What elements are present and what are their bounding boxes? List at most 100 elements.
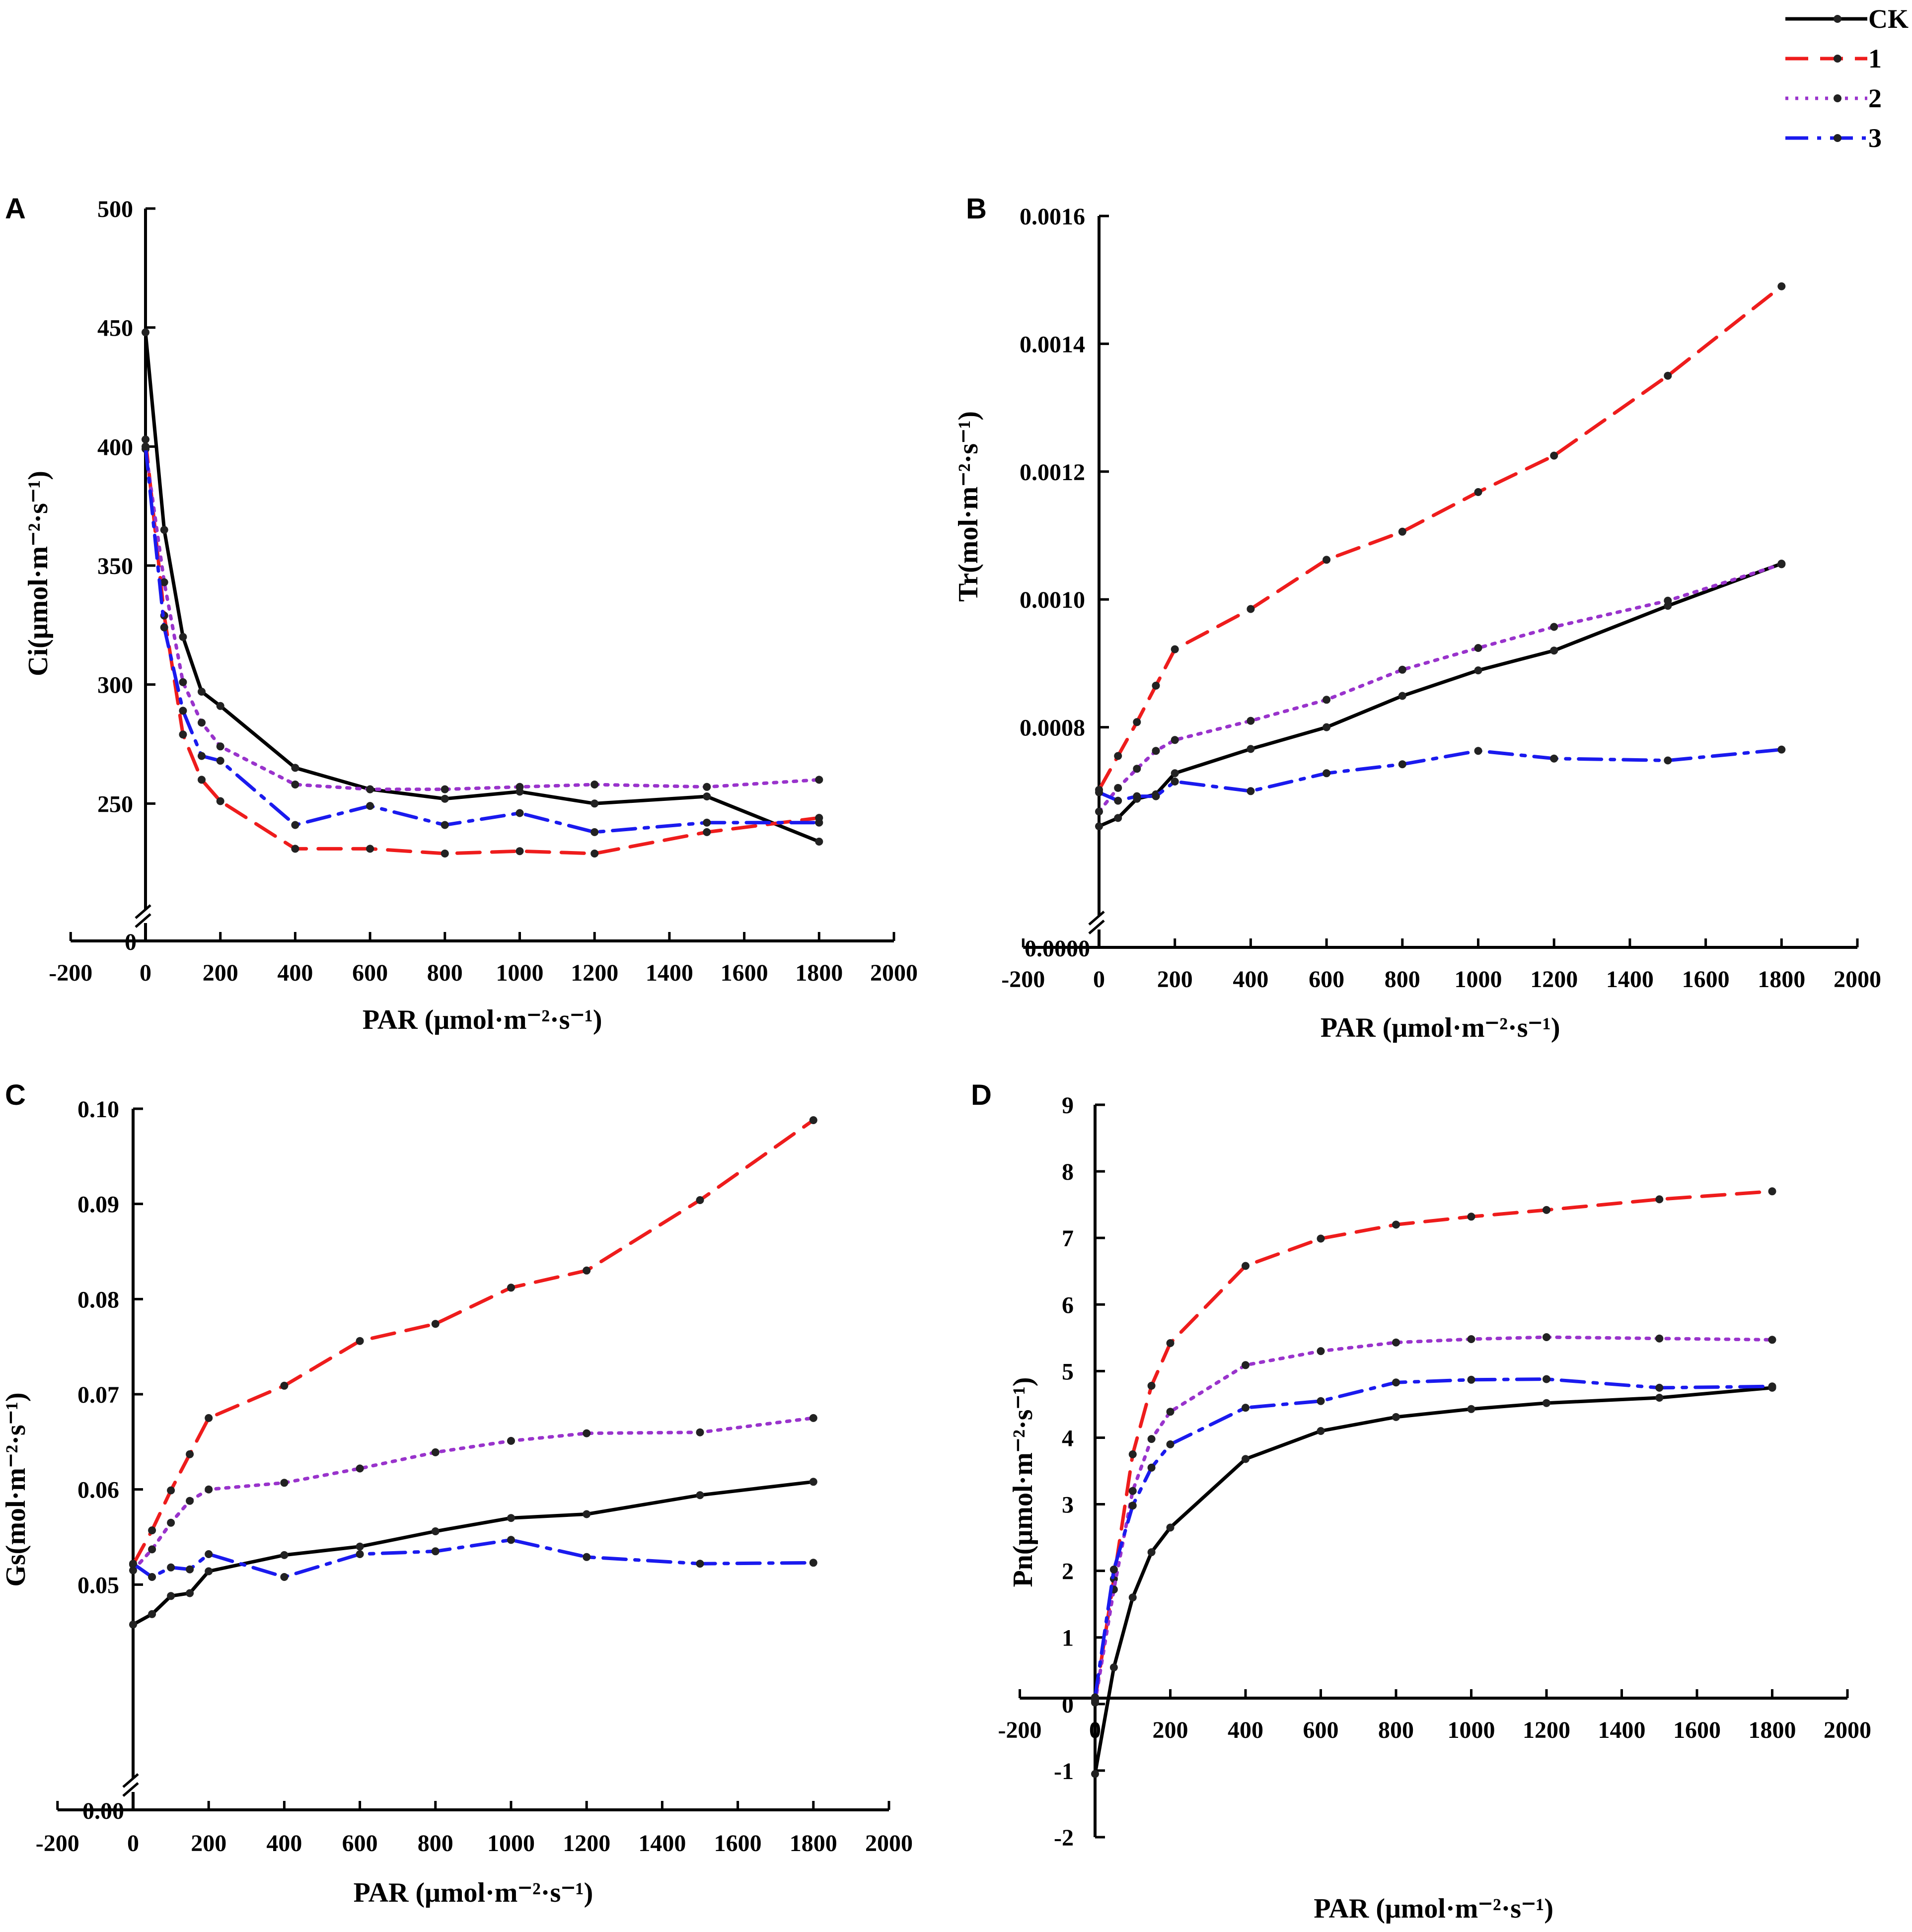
x-tick-label: 200 — [203, 960, 238, 986]
axis-break-mark — [135, 904, 151, 919]
data-point-2 — [1655, 1334, 1664, 1343]
panel-letter: C — [5, 1079, 26, 1111]
panel-letter: B — [966, 193, 987, 225]
data-point-2 — [1467, 1335, 1475, 1343]
x-tick-label: 1000 — [487, 1830, 535, 1857]
data-point-2 — [1095, 807, 1103, 816]
data-point-1 — [1133, 718, 1141, 726]
y-tick-label: 0.0012 — [1020, 459, 1085, 486]
axis-break-mark — [1088, 911, 1105, 926]
data-point-3 — [1543, 1375, 1550, 1383]
data-point-CK — [1467, 1405, 1475, 1413]
y-tick-label: 0.06 — [77, 1477, 119, 1503]
data-point-CK — [1147, 1548, 1156, 1557]
data-point-3 — [1133, 792, 1141, 800]
x-tick-label: 800 — [418, 1830, 453, 1857]
y-tick-label: 0.10 — [77, 1096, 119, 1123]
data-point-2 — [431, 1448, 440, 1456]
panel-b-tr-chart: B -200 0 200 400 600 800 1000 1200 1400 1600 1800 20… — [953, 193, 1881, 1043]
data-point-1 — [186, 1450, 194, 1458]
data-point-2 — [1133, 765, 1141, 773]
y-tick-label: 300 — [97, 672, 133, 699]
data-point-2 — [1543, 1333, 1550, 1341]
data-point-2 — [703, 783, 711, 791]
x-tick-label: 1800 — [1758, 966, 1805, 993]
series-line-CK — [1093, 1386, 1774, 1776]
axis-break-gap — [126, 1778, 140, 1792]
data-point-CK — [1114, 814, 1122, 822]
x-tick-label: 400 — [1233, 966, 1268, 993]
x-tick-label: -200 — [1001, 966, 1045, 993]
data-point-1 — [142, 435, 149, 443]
legend-label: 3 — [1868, 123, 1882, 153]
series-line-1 — [1093, 1189, 1774, 1703]
data-point-3 — [1664, 756, 1672, 765]
x-tick-label: 0 — [1093, 966, 1105, 993]
x-tick-label: 200 — [191, 1830, 226, 1857]
x-tick-label: 0 — [140, 960, 151, 986]
series-line-CK — [144, 330, 821, 844]
data-point-1 — [703, 828, 711, 836]
y-tick-label: 0.0014 — [1020, 331, 1085, 358]
series-line-2 — [1097, 562, 1783, 813]
data-point-3 — [129, 1560, 137, 1568]
y-tick-label: -2 — [1054, 1825, 1074, 1851]
data-point-3 — [1655, 1383, 1664, 1392]
data-point-3 — [216, 757, 224, 765]
data-point-2 — [441, 785, 449, 793]
data-point-CK — [167, 1592, 175, 1600]
y-axis-title: Tr(mol·m⁻²·s⁻¹) — [953, 411, 984, 602]
data-point-2 — [216, 742, 224, 751]
data-point-3 — [809, 1559, 817, 1567]
data-point-1 — [179, 730, 187, 739]
data-point-CK — [216, 702, 224, 710]
data-point-2 — [356, 1464, 364, 1473]
data-point-2 — [583, 1429, 591, 1437]
data-point-CK — [179, 633, 187, 641]
data-point-CK — [1242, 1455, 1250, 1463]
data-point-2 — [1166, 1408, 1175, 1416]
data-point-3 — [198, 752, 206, 760]
series-line-CK — [131, 1480, 815, 1627]
data-point-3 — [1392, 1378, 1400, 1387]
data-point-CK — [507, 1514, 515, 1522]
data-point-2 — [590, 781, 599, 788]
data-point-CK — [1166, 1523, 1175, 1532]
data-point-2 — [507, 1436, 515, 1445]
data-point-1 — [515, 847, 524, 856]
data-point-2 — [1550, 623, 1558, 631]
x-tick-label: 600 — [342, 1830, 378, 1857]
data-point-2 — [366, 785, 374, 793]
x-tick-label: 2000 — [1834, 966, 1881, 993]
x-tick-label: -200 — [49, 960, 92, 986]
data-point-1 — [1317, 1234, 1325, 1243]
series-line-3 — [131, 1538, 815, 1579]
data-point-CK — [142, 328, 149, 337]
y-tick-label: 450 — [97, 315, 133, 342]
x-tick-label: 1400 — [646, 960, 693, 986]
data-point-3 — [1323, 769, 1331, 778]
legend: CK 1 2 3 — [1785, 4, 1909, 153]
y-tick-label: 1 — [1062, 1625, 1074, 1651]
data-point-CK — [815, 838, 823, 846]
y-tick-label: 400 — [97, 434, 133, 460]
axis-break-gap — [1092, 916, 1106, 930]
data-point-3 — [696, 1560, 704, 1568]
data-point-1 — [590, 850, 599, 858]
x-tick-label: 2000 — [870, 960, 918, 986]
data-point-2 — [1242, 1361, 1250, 1369]
series-line-2 — [1093, 1335, 1774, 1705]
data-point-CK — [291, 764, 299, 772]
data-point-2 — [1768, 1336, 1776, 1344]
data-point-CK — [441, 794, 449, 803]
data-point-2 — [160, 578, 168, 586]
data-point-1 — [1171, 645, 1179, 653]
x-tick-label: 0 — [127, 1830, 139, 1857]
y-tick-label: 5 — [1062, 1359, 1074, 1385]
y-tick-label: 250 — [97, 791, 133, 817]
x-axis-title: PAR (μmol·m⁻²·s⁻¹) — [354, 1877, 593, 1908]
data-point-2 — [1147, 1435, 1156, 1443]
data-point-3 — [1109, 1566, 1118, 1574]
data-point-CK — [583, 1510, 591, 1518]
